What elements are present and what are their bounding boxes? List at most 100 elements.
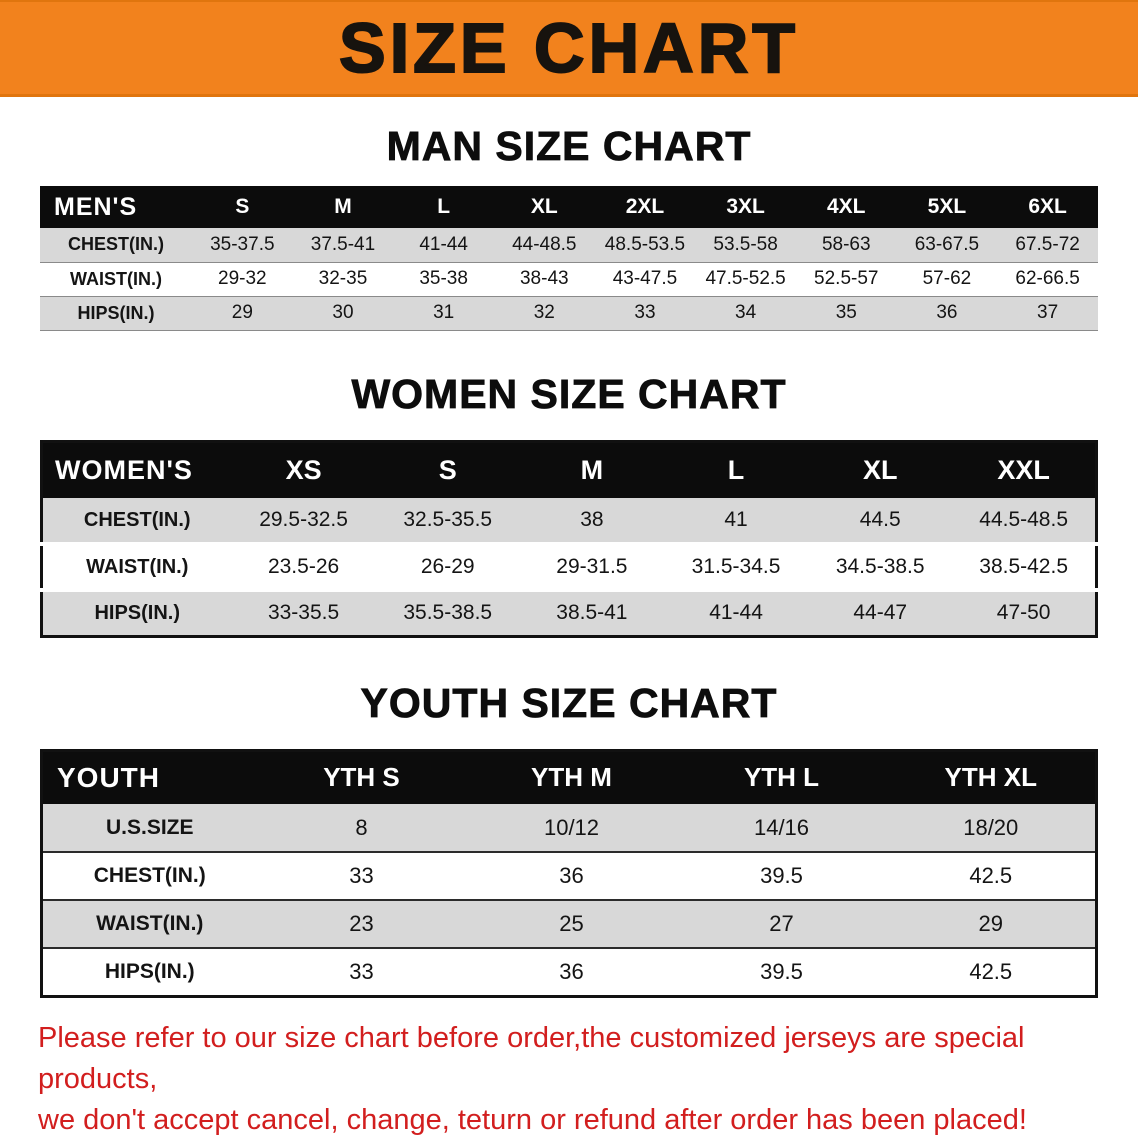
row-label-cell: HIPS(IN.) [42,948,257,996]
size-value-cell: 25 [467,900,677,948]
order-policy-note: Please refer to our size chart before or… [38,1018,1100,1141]
size-value-cell: 26-29 [376,544,520,590]
size-value-cell: 29-32 [192,262,293,296]
row-label-cell: U.S.SIZE [42,804,257,852]
size-value-cell: 37 [997,296,1098,330]
size-column-header: XL [494,186,595,228]
size-value-cell: 30 [293,296,394,330]
size-value-cell: 47-50 [952,590,1096,636]
row-label-cell: WAIST(IN.) [42,900,257,948]
page-title: SIZE CHART [339,8,799,88]
size-value-cell: 35-38 [393,262,494,296]
size-column-header: YTH L [677,750,887,804]
table-title-cell: WOMEN'S [42,441,232,498]
size-column-header: S [192,186,293,228]
size-value-cell: 43-47.5 [595,262,696,296]
size-value-cell: 36 [467,948,677,996]
size-value-cell: 58-63 [796,228,897,262]
size-value-cell: 8 [257,804,467,852]
size-value-cell: 29.5-32.5 [232,498,376,544]
size-value-cell: 44-47 [808,590,952,636]
size-value-cell: 31 [393,296,494,330]
table-title-cell: MEN'S [40,186,192,228]
size-value-cell: 62-66.5 [997,262,1098,296]
size-value-cell: 38-43 [494,262,595,296]
size-value-cell: 57-62 [897,262,998,296]
row-label-cell: HIPS(IN.) [42,590,232,636]
size-column-header: M [293,186,394,228]
size-value-cell: 32-35 [293,262,394,296]
size-value-cell: 39.5 [677,948,887,996]
size-value-cell: 67.5-72 [997,228,1098,262]
size-column-header: L [393,186,494,228]
youth-chart-heading: YOUTH SIZE CHART [0,680,1138,727]
row-label-cell: WAIST(IN.) [40,262,192,296]
size-value-cell: 32 [494,296,595,330]
size-value-cell: 42.5 [887,852,1097,900]
row-label-cell: CHEST(IN.) [40,228,192,262]
size-value-cell: 44-48.5 [494,228,595,262]
row-label-cell: WAIST(IN.) [42,544,232,590]
size-value-cell: 63-67.5 [897,228,998,262]
size-value-cell: 32.5-35.5 [376,498,520,544]
size-value-cell: 34 [695,296,796,330]
row-label-cell: CHEST(IN.) [42,852,257,900]
size-column-header: 4XL [796,186,897,228]
size-column-header: YTH M [467,750,677,804]
size-value-cell: 34.5-38.5 [808,544,952,590]
table-title-cell: YOUTH [42,750,257,804]
size-value-cell: 29 [192,296,293,330]
size-column-header: 3XL [695,186,796,228]
size-value-cell: 48.5-53.5 [595,228,696,262]
size-value-cell: 35-37.5 [192,228,293,262]
size-column-header: XL [808,441,952,498]
size-value-cell: 14/16 [677,804,887,852]
size-value-cell: 42.5 [887,948,1097,996]
size-value-cell: 18/20 [887,804,1097,852]
size-column-header: 6XL [997,186,1098,228]
size-value-cell: 44.5 [808,498,952,544]
size-value-cell: 47.5-52.5 [695,262,796,296]
size-value-cell: 44.5-48.5 [952,498,1096,544]
size-column-header: M [520,441,664,498]
size-value-cell: 23.5-26 [232,544,376,590]
size-value-cell: 27 [677,900,887,948]
size-column-header: S [376,441,520,498]
policy-line-2: we don't accept cancel, change, teturn o… [38,1100,1100,1141]
size-value-cell: 38.5-41 [520,590,664,636]
size-value-cell: 35 [796,296,897,330]
size-value-cell: 37.5-41 [293,228,394,262]
size-value-cell: 33 [257,948,467,996]
size-value-cell: 38.5-42.5 [952,544,1096,590]
size-value-cell: 52.5-57 [796,262,897,296]
size-column-header: L [664,441,808,498]
row-label-cell: HIPS(IN.) [40,296,192,330]
size-value-cell: 33-35.5 [232,590,376,636]
size-column-header: XXL [952,441,1096,498]
size-value-cell: 36 [467,852,677,900]
size-value-cell: 31.5-34.5 [664,544,808,590]
size-value-cell: 36 [897,296,998,330]
size-column-header: 2XL [595,186,696,228]
size-value-cell: 41-44 [393,228,494,262]
size-value-cell: 41 [664,498,808,544]
size-chart-banner: SIZE CHART [0,0,1138,97]
size-value-cell: 39.5 [677,852,887,900]
size-value-cell: 33 [257,852,467,900]
row-label-cell: CHEST(IN.) [42,498,232,544]
